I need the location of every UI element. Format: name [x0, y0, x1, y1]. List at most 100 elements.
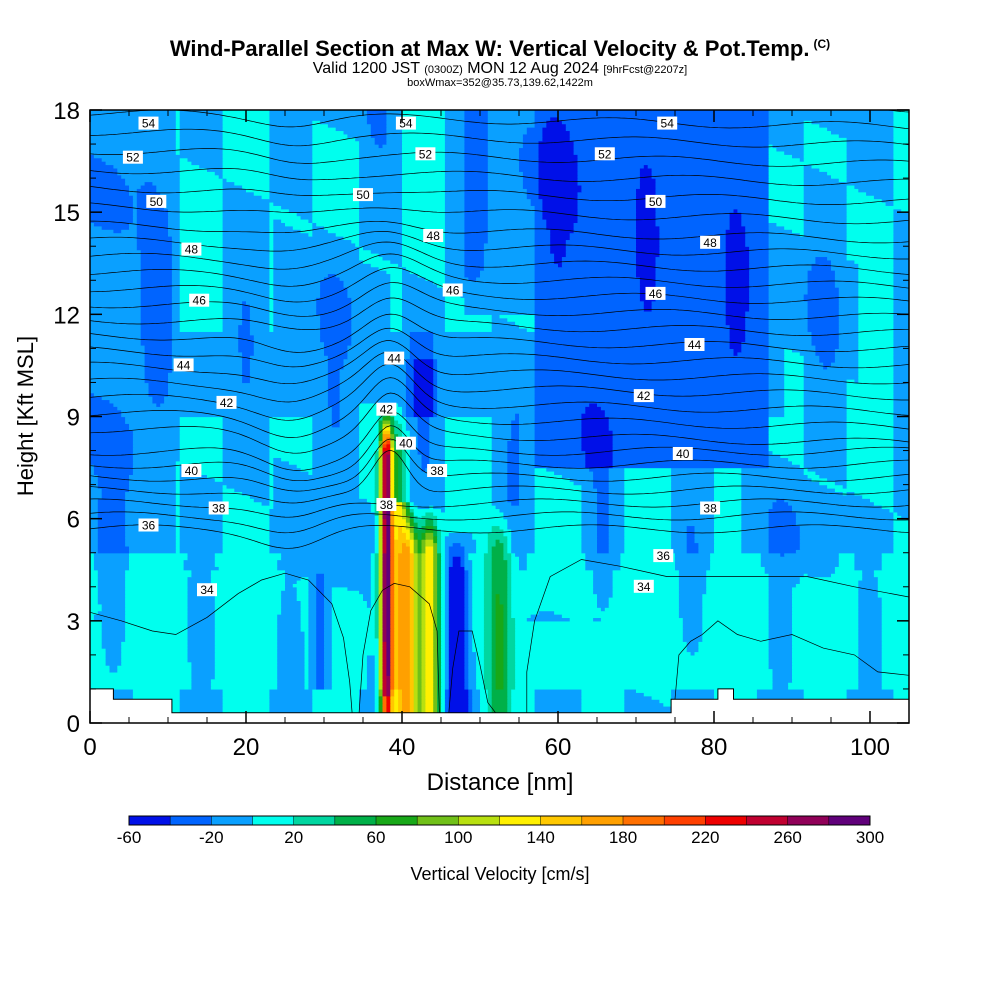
- velocity-cell: [511, 542, 536, 547]
- velocity-cell: [858, 266, 894, 271]
- velocity-cell: [433, 545, 438, 550]
- velocity-cell: [273, 290, 321, 295]
- velocity-cell: [179, 430, 224, 435]
- velocity-cell: [339, 385, 407, 390]
- velocity-cell: [686, 532, 696, 537]
- velocity-cell: [394, 699, 399, 704]
- velocity-cell: [534, 222, 547, 227]
- velocity-cell: [421, 552, 426, 557]
- velocity-cell: [398, 263, 403, 268]
- velocity-cell: [121, 409, 333, 414]
- velocity-cell: [97, 576, 126, 581]
- velocity-cell: [846, 205, 909, 210]
- velocity-cell: [331, 648, 380, 653]
- velocity-cell: [398, 607, 411, 612]
- velocity-cell: [300, 215, 313, 220]
- velocity-cell: [893, 498, 909, 503]
- velocity-cell: [515, 552, 528, 557]
- velocity-cell: [838, 559, 855, 564]
- velocity-cell: [799, 525, 894, 530]
- velocity-cell: [390, 276, 403, 281]
- velocity-cell: [382, 631, 387, 636]
- velocity-cell: [402, 409, 407, 414]
- velocity-cell: [511, 552, 516, 557]
- velocity-cell: [90, 583, 99, 588]
- velocity-cell: [409, 559, 415, 564]
- velocity-cell: [308, 232, 313, 237]
- velocity-cell: [249, 317, 270, 322]
- velocity-cell: [308, 634, 317, 639]
- velocity-cell: [316, 610, 325, 615]
- velocity-cell: [495, 654, 504, 659]
- velocity-cell: [444, 484, 493, 489]
- velocity-cell: [585, 552, 621, 557]
- velocity-cell: [179, 327, 224, 332]
- velocity-cell: [585, 409, 606, 414]
- velocity-cell: [671, 515, 715, 520]
- velocity-cell: [678, 576, 707, 581]
- velocity-cell: [803, 443, 848, 448]
- velocity-cell: [324, 614, 333, 619]
- velocity-cell: [725, 232, 746, 237]
- velocity-cell: [534, 505, 582, 510]
- velocity-cell: [425, 532, 434, 537]
- velocity-cell: [534, 402, 590, 407]
- velocity-cell: [366, 668, 376, 673]
- velocity-cell: [413, 409, 434, 414]
- velocity-cell: [441, 617, 446, 622]
- velocity-cell: [491, 559, 508, 564]
- velocity-cell: [792, 651, 859, 656]
- velocity-cell: [491, 586, 508, 591]
- velocity-cell: [175, 467, 181, 472]
- velocity-cell: [390, 491, 395, 496]
- velocity-cell: [491, 607, 497, 612]
- velocity-cell: [881, 600, 909, 605]
- velocity-cell: [881, 620, 909, 625]
- velocity-cell: [444, 212, 465, 217]
- velocity-cell: [495, 617, 504, 622]
- velocity-cell: [745, 327, 770, 332]
- velocity-cell: [398, 692, 403, 697]
- velocity-cell: [858, 307, 894, 312]
- velocity-cell: [140, 297, 173, 302]
- velocity-cell: [534, 695, 582, 700]
- velocity-cell: [803, 389, 848, 394]
- velocity-cell: [433, 542, 438, 547]
- velocity-cell: [655, 297, 727, 302]
- velocity-cell: [402, 191, 446, 196]
- velocity-cell: [324, 576, 372, 581]
- velocity-cell: [382, 668, 387, 673]
- velocity-cell: [448, 600, 465, 605]
- velocity-cell: [519, 484, 536, 489]
- velocity-cell: [472, 692, 481, 697]
- velocity-cell: [394, 511, 403, 516]
- velocity-cell: [893, 304, 909, 309]
- velocity-cell: [121, 654, 189, 659]
- velocity-cell: [714, 501, 742, 506]
- velocity-cell: [113, 402, 157, 407]
- velocity-cell: [382, 596, 387, 601]
- velocity-cell: [749, 263, 770, 268]
- velocity-cell: [273, 239, 352, 244]
- velocity-cell: [413, 382, 434, 387]
- velocity-cell: [421, 590, 426, 595]
- velocity-cell: [468, 648, 473, 653]
- velocity-cell: [374, 692, 380, 697]
- velocity-cell: [402, 474, 407, 479]
- velocity-cell: [394, 617, 399, 622]
- velocity-cell: [448, 603, 465, 608]
- velocity-cell: [398, 641, 411, 646]
- velocity-cell: [222, 324, 239, 329]
- velocity-cell: [893, 522, 909, 527]
- velocity-cell: [429, 447, 446, 452]
- velocity-cell: [413, 648, 419, 653]
- velocity-cell: [612, 443, 770, 448]
- velocity-cell: [398, 637, 411, 642]
- velocity-cell: [214, 583, 286, 588]
- velocity-cell: [741, 525, 770, 530]
- velocity-cell: [413, 385, 434, 390]
- velocity-cell: [768, 450, 774, 455]
- velocity-cell: [398, 569, 411, 574]
- velocity-cell: [390, 637, 395, 642]
- velocity-cell: [624, 508, 672, 513]
